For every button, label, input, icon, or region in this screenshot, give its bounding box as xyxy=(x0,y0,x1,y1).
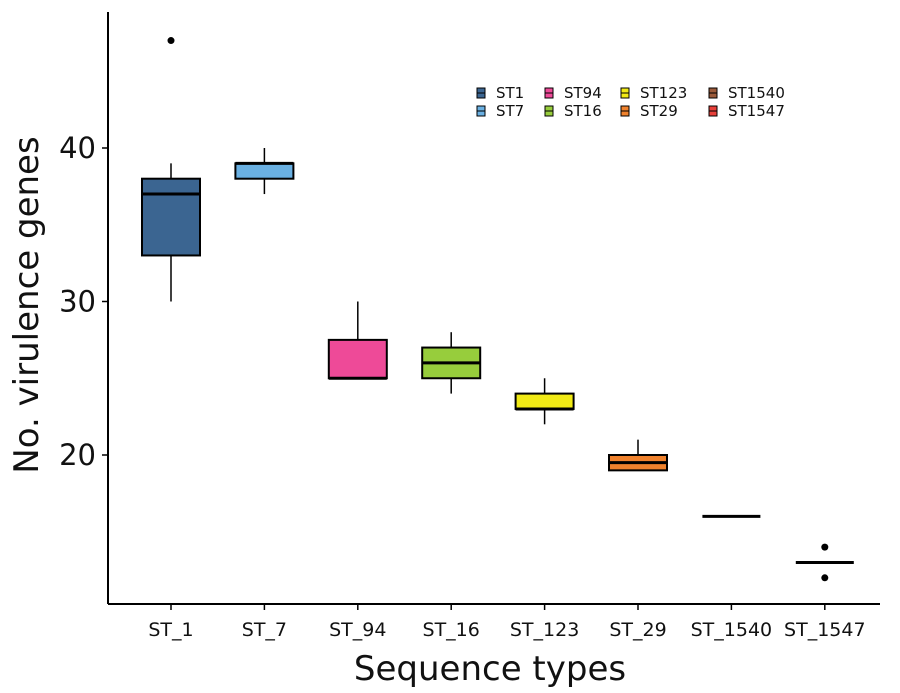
legend-item-st123: ST123 xyxy=(620,84,687,102)
box-st-7 xyxy=(234,148,295,195)
box-st-123 xyxy=(514,378,575,425)
legend-label: ST94 xyxy=(564,84,602,102)
x-tick-label: ST_1540 xyxy=(691,619,773,641)
legend-item-st1540: ST1540 xyxy=(708,84,785,102)
legend-item-st16: ST16 xyxy=(544,102,602,120)
legend-label: ST7 xyxy=(496,102,524,120)
legend-item-st1547: ST1547 xyxy=(708,102,785,120)
box-body xyxy=(234,162,295,180)
legend-label: ST29 xyxy=(640,102,678,120)
legend-label: ST123 xyxy=(640,84,687,102)
x-tick-label: ST_29 xyxy=(609,619,666,641)
outlier-point xyxy=(821,543,829,551)
plot-marks xyxy=(141,37,854,582)
x-tick-label: ST_7 xyxy=(242,619,287,641)
box-body xyxy=(514,392,575,410)
box-st-94 xyxy=(327,301,388,380)
y-axis-title: No. virulence genes xyxy=(7,136,47,473)
box-st-29 xyxy=(608,439,668,472)
legend-label: ST1 xyxy=(496,84,524,102)
x-axis-title: Sequence types xyxy=(354,649,626,689)
axes: 20 30 40 ST_1 ST_7 ST_94 ST_16 ST_123 ST_29 ST_15… xyxy=(59,12,880,641)
y-tick-label: 40 xyxy=(59,131,96,165)
legend-item-st7: ST7 xyxy=(476,102,524,120)
outlier-point xyxy=(821,574,829,582)
outlier-point xyxy=(167,37,175,45)
y-tick-label: 30 xyxy=(59,285,96,319)
legend-label: ST1547 xyxy=(728,102,785,120)
legend-label: ST1540 xyxy=(728,84,785,102)
box-st-16 xyxy=(421,332,482,394)
box-st-1 xyxy=(141,37,201,302)
legend-item-st29: ST29 xyxy=(620,102,678,120)
x-tick-label: ST_123 xyxy=(510,619,579,641)
legend-label: ST16 xyxy=(564,102,602,120)
x-tick-label: ST_1547 xyxy=(784,619,866,641)
x-tick-label: ST_16 xyxy=(423,619,480,641)
box-body xyxy=(141,177,201,257)
legend-item-st94: ST94 xyxy=(544,84,602,102)
box-st-1547 xyxy=(795,543,854,582)
y-tick-label: 20 xyxy=(59,438,96,472)
x-tick-label: ST_1 xyxy=(148,619,193,641)
box-body xyxy=(327,338,388,380)
legend-item-st1: ST1 xyxy=(476,84,524,102)
x-tick-label: ST_94 xyxy=(329,619,386,641)
